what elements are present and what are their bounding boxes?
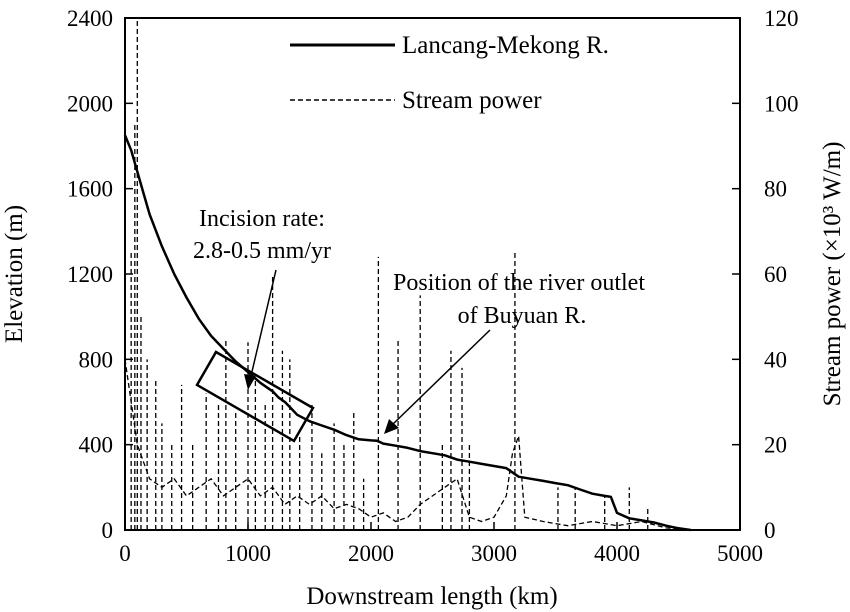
elevation-point bbox=[284, 401, 286, 403]
y-tick-label: 1200 bbox=[67, 262, 113, 287]
elevation-point bbox=[296, 414, 298, 416]
elevation-point bbox=[376, 440, 378, 442]
elevation-point bbox=[628, 517, 630, 519]
annotation-outlet-line1: Position of the river outlet bbox=[393, 270, 645, 296]
elevation-point bbox=[272, 390, 274, 392]
elevation-point bbox=[210, 335, 212, 337]
y-tick-label: 2000 bbox=[67, 91, 113, 116]
y2-axis-title: Stream power (×10³ W/m) bbox=[819, 142, 846, 407]
elevation-point bbox=[641, 519, 643, 522]
y2-axis-ticks: 0 20 40 60 80 100 120 bbox=[732, 6, 799, 543]
elevation-point bbox=[130, 149, 132, 151]
elevation-point bbox=[308, 420, 311, 422]
elevation-point bbox=[124, 134, 126, 136]
y-axis-title: Elevation (m) bbox=[1, 205, 28, 343]
elevation-point bbox=[321, 424, 323, 427]
elevation-point bbox=[136, 171, 138, 173]
legend-label-stream-power: Stream power bbox=[402, 87, 542, 114]
elevation-point bbox=[222, 348, 224, 350]
elevation-point bbox=[610, 496, 612, 498]
elevation-point bbox=[468, 461, 470, 463]
x-tick-label: 4000 bbox=[594, 541, 640, 566]
elevation-point bbox=[431, 452, 434, 454]
elevation-point bbox=[518, 476, 520, 478]
y2-tick-label: 40 bbox=[764, 347, 787, 372]
legend-label-elevation: Lancang-Mekong R. bbox=[402, 32, 609, 59]
elevation-point bbox=[444, 454, 446, 456]
elevation-point bbox=[604, 495, 606, 497]
elevation-point bbox=[382, 443, 384, 445]
elevation-point bbox=[542, 480, 544, 482]
annotation-incision-arrowhead bbox=[244, 374, 256, 390]
y2-tick-label: 60 bbox=[764, 262, 787, 287]
elevation-point bbox=[370, 439, 372, 441]
elevation-point bbox=[690, 529, 692, 531]
elevation-point bbox=[333, 429, 335, 431]
y2-tick-label: 120 bbox=[764, 6, 799, 31]
elevation-point bbox=[579, 488, 581, 491]
y2-tick-label: 100 bbox=[764, 91, 799, 116]
x-tick-label: 2000 bbox=[348, 541, 394, 566]
elevation-point bbox=[345, 434, 347, 436]
stream-power-line bbox=[124, 359, 691, 531]
elevation-line bbox=[123, 134, 691, 532]
elevation-point bbox=[530, 478, 532, 480]
x-tick-label: 0 bbox=[119, 541, 131, 566]
elevation-point bbox=[653, 521, 655, 524]
annotation-outlet-line2: of Buyuan R. bbox=[458, 303, 587, 329]
elevation-point bbox=[290, 407, 292, 409]
elevation-series bbox=[123, 134, 692, 532]
elevation-point bbox=[665, 525, 667, 527]
annotation-incision-line1: Incision rate: bbox=[199, 206, 325, 232]
elevation-point bbox=[278, 397, 280, 399]
elevation-point bbox=[493, 465, 495, 467]
y-tick-label: 2400 bbox=[67, 6, 113, 31]
annotation-incision: Incision rate: 2.8-0.5 mm/yr bbox=[193, 206, 331, 443]
annotation-outlet-arrowhead bbox=[384, 419, 399, 434]
x-axis-title: Downstream length (km) bbox=[306, 583, 557, 610]
elevation-point bbox=[198, 318, 200, 320]
annotation-incision-line2: 2.8-0.5 mm/yr bbox=[193, 238, 331, 264]
elevation-point bbox=[677, 527, 680, 529]
elevation-point bbox=[149, 213, 151, 215]
elevation-point bbox=[185, 296, 188, 299]
y-axis-ticks: 0 400 800 1200 1600 2000 2400 bbox=[67, 6, 133, 543]
annotation-incision-box bbox=[195, 350, 315, 443]
elevation-point bbox=[161, 245, 163, 247]
elevation-point bbox=[395, 445, 397, 447]
elevation-point bbox=[259, 382, 261, 384]
x-tick-label: 1000 bbox=[225, 541, 271, 566]
annotation-outlet-arrow bbox=[391, 329, 491, 426]
elevation-point bbox=[407, 447, 409, 449]
annotation-outlet: Position of the river outlet of Buyuan R… bbox=[384, 270, 645, 434]
elevation-point bbox=[554, 482, 557, 484]
elevation-point bbox=[142, 192, 145, 194]
y2-tick-label: 80 bbox=[764, 177, 787, 202]
elevation-point bbox=[419, 450, 421, 452]
elevation-point bbox=[173, 273, 175, 275]
elevation-point bbox=[358, 438, 360, 440]
y2-tick-label: 0 bbox=[764, 518, 776, 543]
elevation-point bbox=[567, 484, 569, 486]
elevation-point bbox=[616, 512, 618, 514]
y-tick-label: 800 bbox=[79, 347, 114, 372]
elevation-point bbox=[505, 467, 507, 469]
annotation-incision-arrow bbox=[249, 269, 277, 381]
y-tick-label: 0 bbox=[102, 518, 114, 543]
x-axis-ticks: 0 1000 2000 3000 4000 5000 bbox=[119, 522, 763, 566]
y2-tick-label: 20 bbox=[764, 433, 787, 458]
y-tick-label: 400 bbox=[79, 433, 114, 458]
stream-power-series bbox=[124, 18, 691, 531]
x-tick-label: 5000 bbox=[717, 541, 763, 566]
legend: Lancang-Mekong R. Stream power bbox=[290, 32, 609, 114]
elevation-point bbox=[456, 459, 458, 461]
y-tick-label: 1600 bbox=[67, 177, 113, 202]
elevation-point bbox=[481, 463, 483, 465]
elevation-point bbox=[591, 493, 594, 495]
x-tick-label: 3000 bbox=[471, 541, 517, 566]
